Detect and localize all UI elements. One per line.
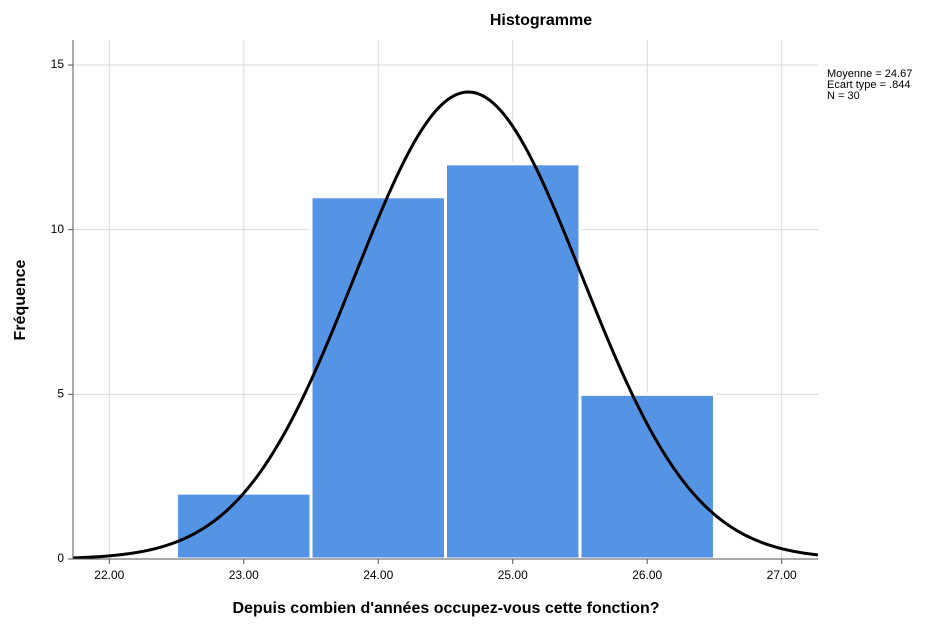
stat-label: Moyenne = 24.67 (827, 68, 912, 80)
y-axis-label: Fréquence (12, 259, 29, 340)
chart-title: Histogramme (490, 12, 592, 29)
bar (444, 162, 582, 561)
x-tick-label: 24.00 (363, 568, 393, 582)
bar (309, 195, 447, 561)
bar (578, 392, 716, 561)
x-tick-label: 23.00 (229, 568, 259, 582)
x-tick-label: 26.00 (632, 568, 662, 582)
y-tick-label: 15 (51, 57, 65, 71)
stat-label: Ecart type = .844 (827, 79, 910, 91)
x-tick-label: 22.00 (94, 568, 124, 582)
bar (175, 491, 313, 561)
normal-curve (72, 90, 819, 560)
y-tick-label: 0 (57, 551, 64, 565)
y-tick-label: 5 (57, 387, 64, 401)
x-axis-label: Depuis combien d'années occupez-vous cet… (233, 600, 660, 617)
stat-label: N = 30 (827, 90, 860, 102)
x-tick-label: 25.00 (498, 568, 528, 582)
x-tick-label: 27.00 (767, 568, 797, 582)
y-tick-label: 10 (51, 222, 65, 236)
